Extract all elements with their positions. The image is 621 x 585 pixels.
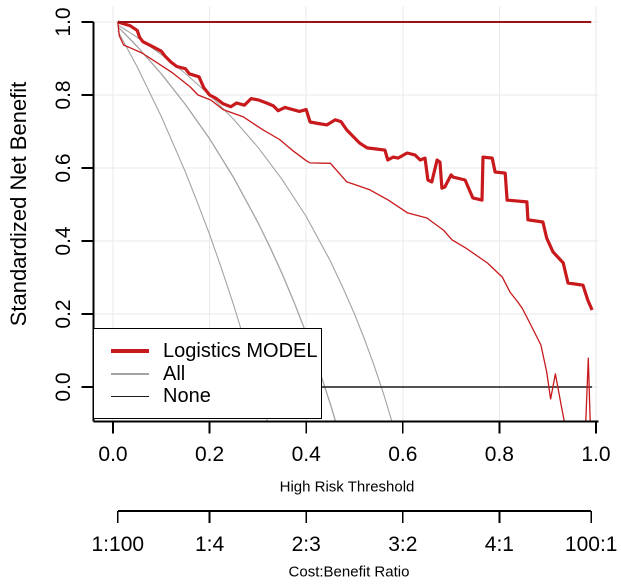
legend-line-sample-none [111, 395, 149, 397]
x-tick-label: 0.6 [388, 443, 417, 466]
y-tick-label: 0.2 [52, 299, 75, 328]
y-tick-label: 0.8 [52, 80, 75, 109]
y-tick-label: 0.4 [52, 226, 75, 256]
legend-label: None [163, 385, 211, 408]
curve-logistics-model-ci-lower [117, 21, 591, 422]
x-tick-label: 1.0 [581, 443, 610, 466]
legend-line-sample-logistics-model [111, 349, 149, 354]
cost-benefit-tick-label: 4:1 [485, 533, 514, 556]
cost-benefit-tick-label: 2:3 [292, 533, 321, 556]
legend-line-sample-all [111, 373, 149, 375]
x-axis-title: High Risk Threshold [279, 478, 415, 496]
x-tick-label: 0.4 [292, 443, 322, 466]
cost-benefit-tick-label: 100:1 [565, 533, 618, 556]
legend: Logistics MODEL All None [93, 328, 322, 419]
x-tick-label: 0.0 [98, 443, 127, 466]
cost-benefit-axis-title: Cost:Benefit Ratio [288, 563, 410, 581]
cost-benefit-tick-label: 1:4 [195, 533, 225, 556]
axes [81, 21, 599, 523]
y-tick-label: 1.0 [52, 7, 75, 36]
x-tick-label: 0.8 [485, 443, 514, 466]
legend-item-none: None [111, 385, 321, 408]
x-tick-label: 0.2 [195, 443, 224, 466]
y-tick-label: 0.6 [52, 153, 75, 182]
cost-benefit-tick-label: 1:100 [92, 533, 145, 556]
legend-item-logistics-model: Logistics MODEL [111, 340, 321, 363]
legend-label: Logistics MODEL [163, 340, 318, 363]
y-axis-title: Standardized Net Benefit [6, 81, 31, 327]
curve-logistics-model [117, 20, 594, 311]
legend-label: All [163, 362, 186, 385]
tick-labels: 0.0 0.2 0.4 0.6 0.8 1.0 0.0 0.2 0.4 0.6 0.8 1.0 1:10… [52, 7, 617, 556]
y-tick-label: 0.0 [52, 372, 75, 401]
legend-item-all: All [111, 363, 321, 386]
cost-benefit-tick-label: 3:2 [388, 533, 417, 556]
